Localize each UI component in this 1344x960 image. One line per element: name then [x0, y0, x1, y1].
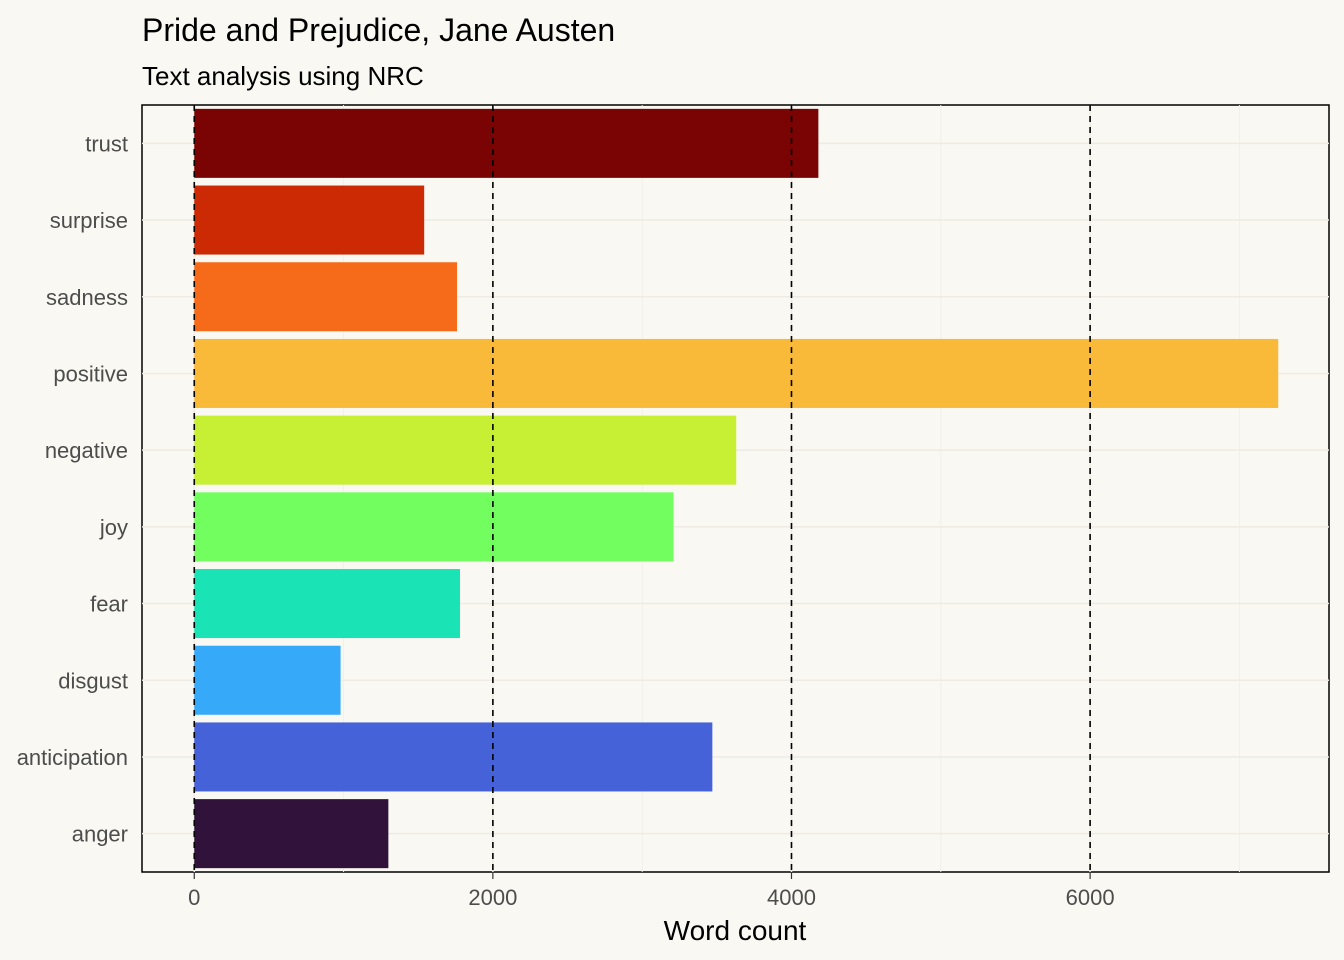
- y-tick-label: anticipation: [17, 745, 128, 770]
- y-tick-label: negative: [45, 438, 128, 463]
- y-tick-label: joy: [99, 515, 128, 540]
- y-tick-label: disgust: [58, 668, 128, 693]
- bar-anticipation: [194, 722, 713, 792]
- bar-positive: [194, 338, 1279, 408]
- y-axis-labels: trust surprise sadness positive negative joy f…: [17, 131, 128, 846]
- x-tick-label: 4000: [767, 885, 816, 910]
- x-tick-label: 2000: [468, 885, 517, 910]
- bar-sadness: [194, 262, 458, 332]
- bar-disgust: [194, 645, 341, 715]
- dashed-reference-lines: [193, 105, 1091, 872]
- y-tick-label: surprise: [50, 208, 128, 233]
- y-tick-label: anger: [72, 822, 128, 847]
- bar-trust: [194, 108, 819, 178]
- x-axis: 0 2000 4000 6000: [188, 872, 1115, 910]
- chart-subtitle: Text analysis using NRC: [142, 61, 424, 91]
- chart-title: Pride and Prejudice, Jane Austen: [142, 12, 615, 48]
- bars: [194, 108, 1279, 869]
- y-tick-label: positive: [53, 361, 128, 386]
- y-tick-label: trust: [85, 131, 128, 156]
- bar-joy: [194, 492, 674, 562]
- x-axis-title: Word count: [664, 915, 807, 946]
- bar-anger: [194, 799, 389, 869]
- bar-fear: [194, 569, 461, 639]
- bar-surprise: [194, 185, 425, 255]
- x-tick-label: 0: [188, 885, 200, 910]
- x-tick-label: 6000: [1066, 885, 1115, 910]
- y-tick-label: fear: [90, 592, 128, 617]
- y-tick-label: sadness: [46, 285, 128, 310]
- bar-negative: [194, 415, 737, 485]
